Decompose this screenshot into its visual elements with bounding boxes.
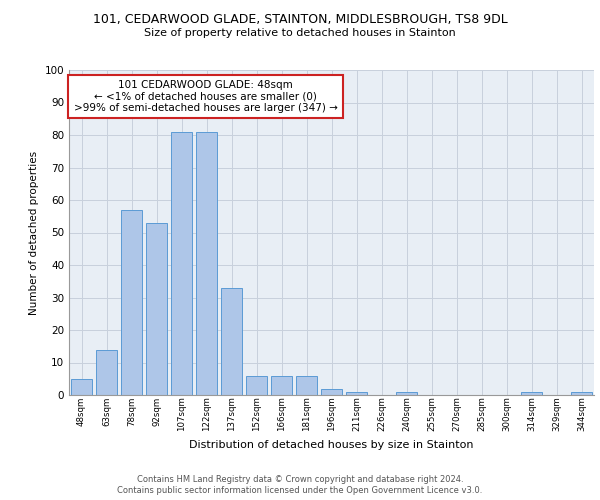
Bar bbox=[521, 392, 542, 395]
Bar bbox=[96, 350, 117, 395]
X-axis label: Distribution of detached houses by size in Stainton: Distribution of detached houses by size … bbox=[189, 440, 474, 450]
Text: Contains public sector information licensed under the Open Government Licence v3: Contains public sector information licen… bbox=[118, 486, 482, 495]
Bar bbox=[396, 392, 417, 395]
Bar bbox=[121, 210, 142, 395]
Bar bbox=[71, 379, 92, 395]
Bar bbox=[296, 376, 317, 395]
Y-axis label: Number of detached properties: Number of detached properties bbox=[29, 150, 39, 314]
Text: Size of property relative to detached houses in Stainton: Size of property relative to detached ho… bbox=[144, 28, 456, 38]
Bar bbox=[346, 392, 367, 395]
Bar bbox=[196, 132, 217, 395]
Text: 101 CEDARWOOD GLADE: 48sqm
← <1% of detached houses are smaller (0)
>99% of semi: 101 CEDARWOOD GLADE: 48sqm ← <1% of deta… bbox=[74, 80, 337, 113]
Bar bbox=[271, 376, 292, 395]
Bar bbox=[321, 388, 342, 395]
Text: 101, CEDARWOOD GLADE, STAINTON, MIDDLESBROUGH, TS8 9DL: 101, CEDARWOOD GLADE, STAINTON, MIDDLESB… bbox=[92, 12, 508, 26]
Bar bbox=[146, 223, 167, 395]
Bar bbox=[221, 288, 242, 395]
Bar bbox=[246, 376, 267, 395]
Bar bbox=[171, 132, 192, 395]
Text: Contains HM Land Registry data © Crown copyright and database right 2024.: Contains HM Land Registry data © Crown c… bbox=[137, 475, 463, 484]
Bar bbox=[571, 392, 592, 395]
